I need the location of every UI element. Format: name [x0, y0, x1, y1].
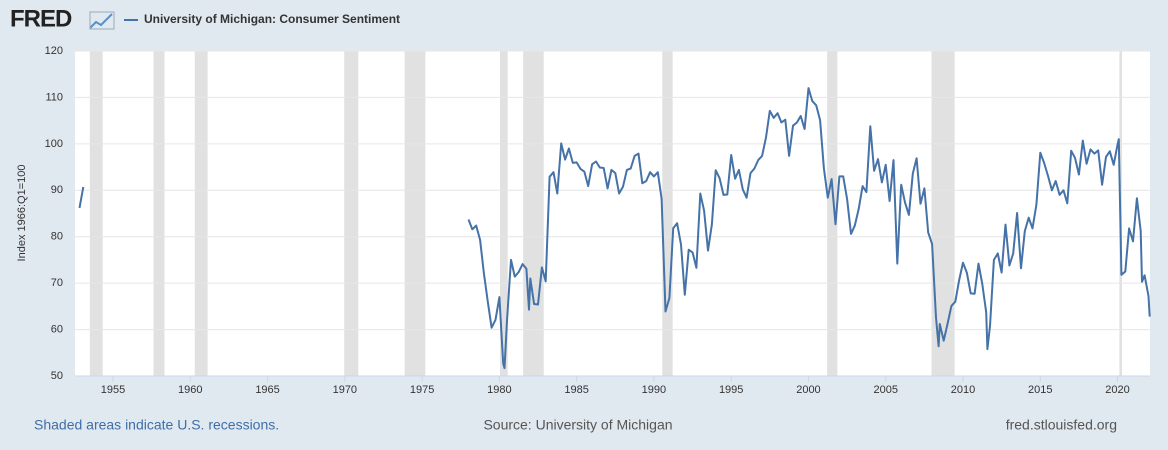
recession-band [662, 51, 673, 376]
x-tick-label: 1970 [333, 384, 357, 396]
recession-band [194, 51, 208, 376]
x-tick-label: 2015 [1028, 384, 1052, 396]
recession-band [153, 51, 165, 376]
logo-frame [89, 11, 115, 30]
plot-area [75, 51, 1150, 376]
legend-label: University of Michigan: Consumer Sentime… [144, 12, 400, 26]
y-tick-label: 110 [45, 91, 63, 103]
site: fred.stlouisfed.org [1006, 417, 1117, 433]
y-tick-label: 100 [45, 138, 63, 150]
logo-icon [89, 13, 113, 29]
x-tick-label: 1995 [719, 384, 743, 396]
y-tick-label: 70 [51, 277, 63, 289]
y-tick-label: 80 [51, 231, 63, 243]
x-tick-label: 1975 [410, 384, 434, 396]
y-tick-label: 120 [45, 45, 63, 57]
recession-note: Shaded areas indicate U.S. recessions. [34, 417, 279, 433]
y-tick-label: 50 [51, 370, 63, 382]
recession-band [931, 51, 955, 376]
x-tick-label: 2010 [951, 384, 975, 396]
recession-band [89, 51, 103, 376]
y-axis-label: Index 1966:Q1=100 [16, 165, 28, 262]
x-tick-label: 2000 [796, 384, 820, 396]
y-tick-label: 90 [51, 184, 63, 196]
x-tick-label: 1985 [564, 384, 588, 396]
x-tick-label: 2005 [873, 384, 897, 396]
y-tick-label: 60 [51, 323, 63, 335]
series-line [78, 87, 1151, 370]
x-tick-label: 1960 [178, 384, 202, 396]
x-tick-label: 1965 [255, 384, 279, 396]
recession-band [404, 51, 426, 376]
recession-band [827, 51, 838, 376]
x-tick-label: 1955 [101, 384, 125, 396]
x-tick-label: 2020 [1105, 384, 1129, 396]
x-tick-label: 1980 [487, 384, 511, 396]
source: Source: University of Michigan [483, 417, 672, 433]
logo: FRED [10, 5, 72, 32]
recession-band [344, 51, 359, 376]
x-tick-label: 1990 [642, 384, 666, 396]
recession-band [523, 51, 544, 376]
recession-band [499, 51, 508, 376]
